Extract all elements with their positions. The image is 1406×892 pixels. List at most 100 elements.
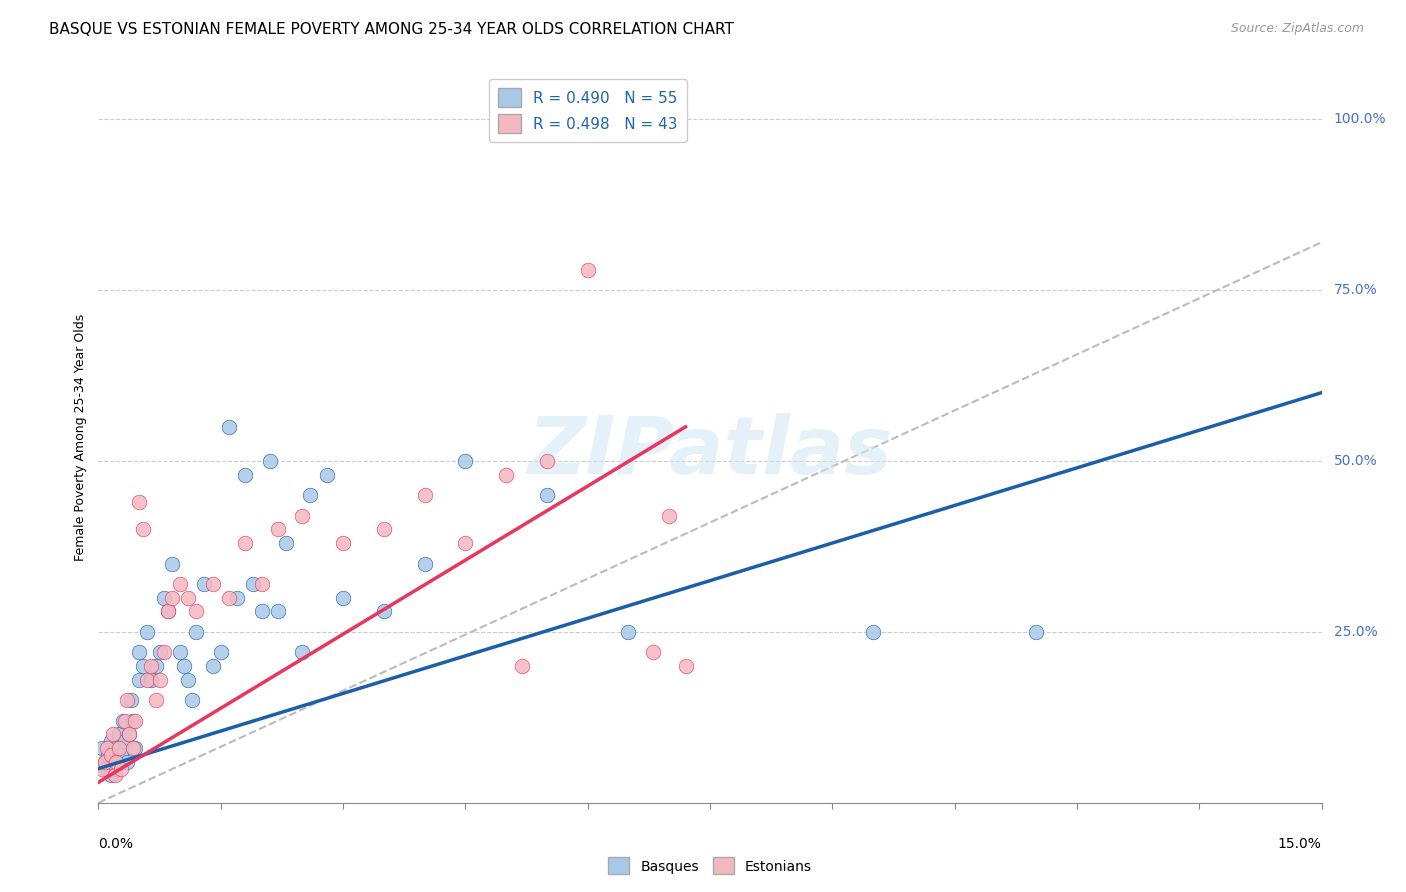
Point	[233, 536, 256, 550]
Point	[110, 747, 132, 762]
Point	[115, 693, 138, 707]
Point	[160, 557, 183, 571]
Point	[315, 467, 337, 482]
Point	[118, 727, 141, 741]
Point	[100, 734, 122, 748]
Point	[169, 577, 191, 591]
Point	[177, 673, 200, 687]
Text: 15.0%: 15.0%	[1278, 837, 1322, 851]
Point	[110, 762, 132, 776]
Point	[105, 741, 128, 756]
Point	[862, 624, 884, 639]
Point	[291, 508, 314, 523]
Point	[124, 741, 146, 756]
Point	[128, 495, 150, 509]
Point	[512, 659, 534, 673]
Point	[193, 577, 215, 591]
Point	[156, 604, 179, 618]
Point	[136, 673, 159, 687]
Point	[132, 659, 155, 673]
Point	[96, 741, 118, 756]
Point	[152, 591, 174, 605]
Point	[454, 454, 477, 468]
Point	[141, 659, 163, 673]
Point	[121, 714, 143, 728]
Point	[201, 577, 224, 591]
Text: BASQUE VS ESTONIAN FEMALE POVERTY AMONG 25-34 YEAR OLDS CORRELATION CHART: BASQUE VS ESTONIAN FEMALE POVERTY AMONG …	[49, 22, 734, 37]
Text: 50.0%: 50.0%	[1334, 454, 1378, 468]
Point	[332, 536, 354, 550]
Point	[536, 488, 558, 502]
Point	[114, 714, 136, 728]
Point	[160, 591, 183, 605]
Text: 100.0%: 100.0%	[1334, 112, 1386, 126]
Text: 75.0%: 75.0%	[1334, 283, 1378, 297]
Point	[145, 659, 167, 673]
Point	[332, 591, 354, 605]
Point	[104, 762, 127, 776]
Text: 25.0%: 25.0%	[1334, 625, 1378, 639]
Point	[114, 734, 136, 748]
Point	[454, 536, 477, 550]
Point	[209, 645, 232, 659]
Point	[201, 659, 224, 673]
Point	[141, 673, 163, 687]
Point	[617, 624, 640, 639]
Point	[413, 557, 436, 571]
Point	[177, 591, 200, 605]
Point	[111, 714, 134, 728]
Point	[91, 741, 114, 756]
Point	[536, 454, 558, 468]
Text: ZIPatlas: ZIPatlas	[527, 413, 893, 491]
Point	[675, 659, 697, 673]
Point	[149, 645, 172, 659]
Point	[100, 768, 122, 782]
Point	[94, 755, 117, 769]
Point	[108, 727, 131, 741]
Point	[149, 673, 172, 687]
Point	[136, 624, 159, 639]
Text: Source: ZipAtlas.com: Source: ZipAtlas.com	[1230, 22, 1364, 36]
Point	[576, 262, 599, 277]
Point	[101, 727, 124, 741]
Point	[156, 604, 179, 618]
Point	[259, 454, 281, 468]
Point	[299, 488, 322, 502]
Point	[173, 659, 195, 673]
Point	[118, 727, 141, 741]
Point	[373, 522, 395, 536]
Point	[267, 522, 290, 536]
Point	[233, 467, 256, 482]
Point	[218, 591, 240, 605]
Point	[128, 673, 150, 687]
Point	[186, 624, 208, 639]
Point	[120, 693, 142, 707]
Y-axis label: Female Poverty Among 25-34 Year Olds: Female Poverty Among 25-34 Year Olds	[75, 313, 87, 561]
Point	[291, 645, 314, 659]
Legend: Basques, Estonians: Basques, Estonians	[603, 852, 817, 880]
Point	[186, 604, 208, 618]
Point	[94, 755, 117, 769]
Point	[250, 577, 273, 591]
Point	[100, 747, 122, 762]
Point	[658, 508, 681, 523]
Point	[145, 693, 167, 707]
Point	[242, 577, 264, 591]
Point	[250, 604, 273, 618]
Point	[1025, 624, 1047, 639]
Point	[226, 591, 249, 605]
Point	[115, 755, 138, 769]
Point	[373, 604, 395, 618]
Point	[132, 522, 155, 536]
Point	[413, 488, 436, 502]
Point	[104, 768, 127, 782]
Point	[128, 645, 150, 659]
Point	[267, 604, 290, 618]
Point	[105, 755, 128, 769]
Text: 0.0%: 0.0%	[98, 837, 134, 851]
Point	[121, 741, 143, 756]
Point	[181, 693, 204, 707]
Point	[218, 420, 240, 434]
Point	[108, 741, 131, 756]
Point	[96, 762, 118, 776]
